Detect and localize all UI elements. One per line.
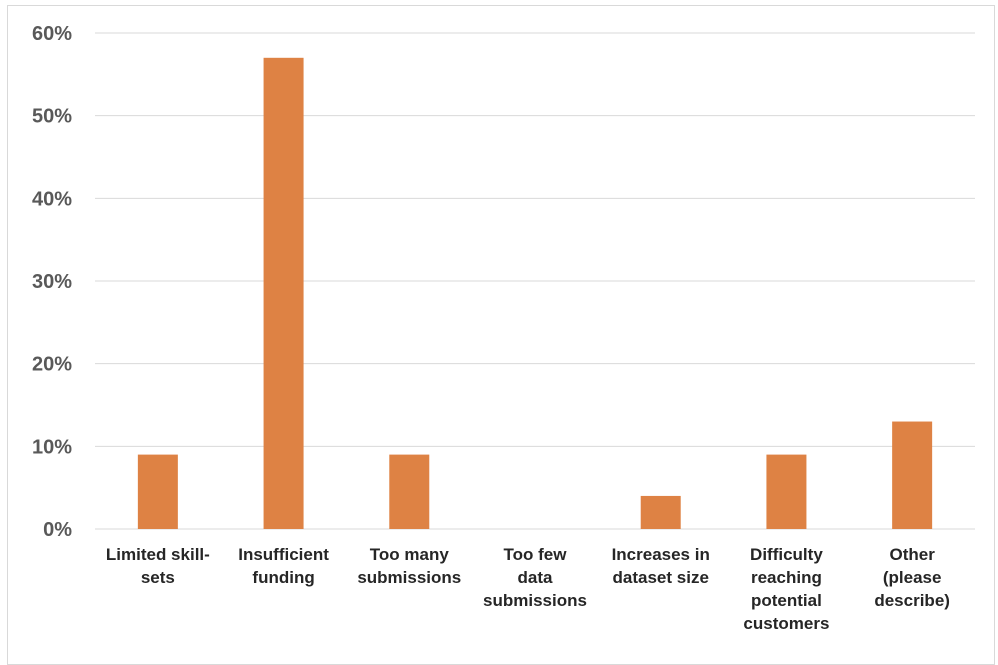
y-tick-label: 10% xyxy=(32,436,72,458)
category-label: Limited skill-sets xyxy=(106,545,210,587)
category-label: Too many submissions xyxy=(357,545,461,587)
bar xyxy=(137,454,178,529)
category-label: Insufficient funding xyxy=(238,545,329,587)
chart-frame xyxy=(7,5,995,665)
y-tick-label: 0% xyxy=(43,519,72,541)
gridlines xyxy=(95,32,975,530)
bar xyxy=(892,421,933,529)
bar xyxy=(766,454,807,529)
category-label: Increases in dataset size xyxy=(612,545,710,587)
bars xyxy=(137,57,933,530)
category-label: Other (please describe) xyxy=(874,545,950,610)
bar xyxy=(389,454,430,529)
y-tick-label: 40% xyxy=(32,188,72,210)
y-tick-label: 30% xyxy=(32,271,72,293)
category-labels: Limited skill-sets Insufficient funding Too… xyxy=(106,545,950,633)
bar xyxy=(640,495,681,529)
category-label: Difficulty reaching potential customers xyxy=(743,545,829,633)
y-tick-label: 20% xyxy=(32,354,72,376)
y-tick-label: 60% xyxy=(32,23,72,45)
bar xyxy=(263,57,304,530)
y-axis-tick-labels: 0% 10% 20% 30% 40% 50% 60% xyxy=(32,23,72,541)
y-tick-label: 50% xyxy=(32,106,72,128)
category-label: Too few data submissions xyxy=(483,545,587,610)
